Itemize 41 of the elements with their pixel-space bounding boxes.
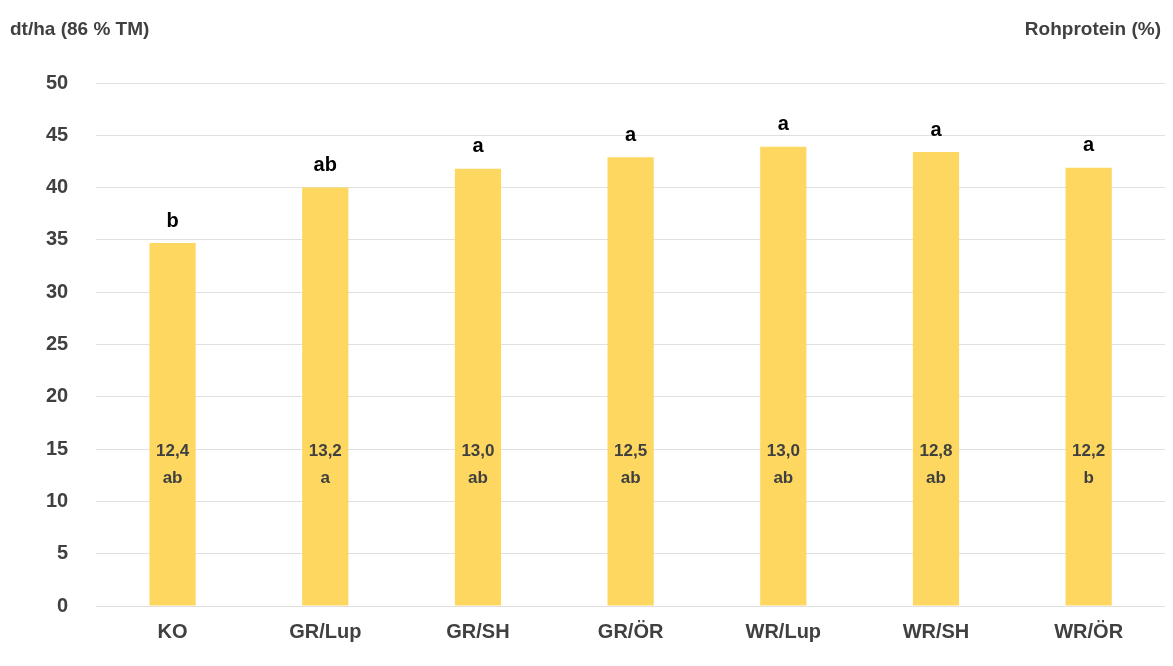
bar xyxy=(1065,167,1112,606)
annotation: a xyxy=(930,117,943,140)
annotation: 13,0 ab xyxy=(461,440,495,487)
bar xyxy=(760,146,807,606)
annotation: a xyxy=(1083,133,1096,156)
y-tick-label: 30 xyxy=(46,279,69,302)
x-tick-label: WR/Lup xyxy=(745,619,822,642)
x-tick-label: KO xyxy=(157,619,188,642)
bar xyxy=(607,157,654,606)
annotation: 12,8 ab xyxy=(919,440,953,487)
y-tick-label: 35 xyxy=(46,227,69,250)
annotation: a xyxy=(777,112,790,135)
y-tick-label: 0 xyxy=(57,593,69,616)
y-tick-label: 25 xyxy=(46,332,69,355)
annotation: a xyxy=(472,134,485,157)
y-tick-label: 15 xyxy=(46,436,69,459)
annotation: 12,2 b xyxy=(1072,440,1106,487)
x-tick-label: GR/ÖR xyxy=(597,619,664,642)
x-tick-label: WR/ÖR xyxy=(1054,619,1124,642)
annotation: 13,2 a xyxy=(308,440,342,487)
annotation: a xyxy=(625,122,638,145)
bar xyxy=(302,187,349,606)
y-tick-label: 50 xyxy=(46,70,69,93)
y-tick-label: 5 xyxy=(57,541,69,564)
x-tick-label: GR/SH xyxy=(446,619,510,642)
bar xyxy=(149,243,196,606)
y2-axis-title: Rohprotein (%) xyxy=(1024,17,1161,39)
annotation: 12,5 ab xyxy=(614,440,648,487)
annotation: 12,4 ab xyxy=(156,440,190,487)
y-tick-label: 10 xyxy=(46,488,69,511)
x-tick-label: WR/SH xyxy=(902,619,970,642)
x-tick-label: GR/Lup xyxy=(289,619,362,642)
annotation: 13,0 ab xyxy=(766,440,800,487)
y-axis-title: dt/ha (86 % TM) xyxy=(10,17,150,39)
bar xyxy=(912,152,960,606)
y-tick-label: 40 xyxy=(46,175,69,198)
y-tick-label: 20 xyxy=(46,384,69,407)
annotation: b xyxy=(166,208,179,231)
y-tick-label: 45 xyxy=(46,122,69,145)
bar xyxy=(454,168,502,606)
annotation: ab xyxy=(313,153,337,176)
